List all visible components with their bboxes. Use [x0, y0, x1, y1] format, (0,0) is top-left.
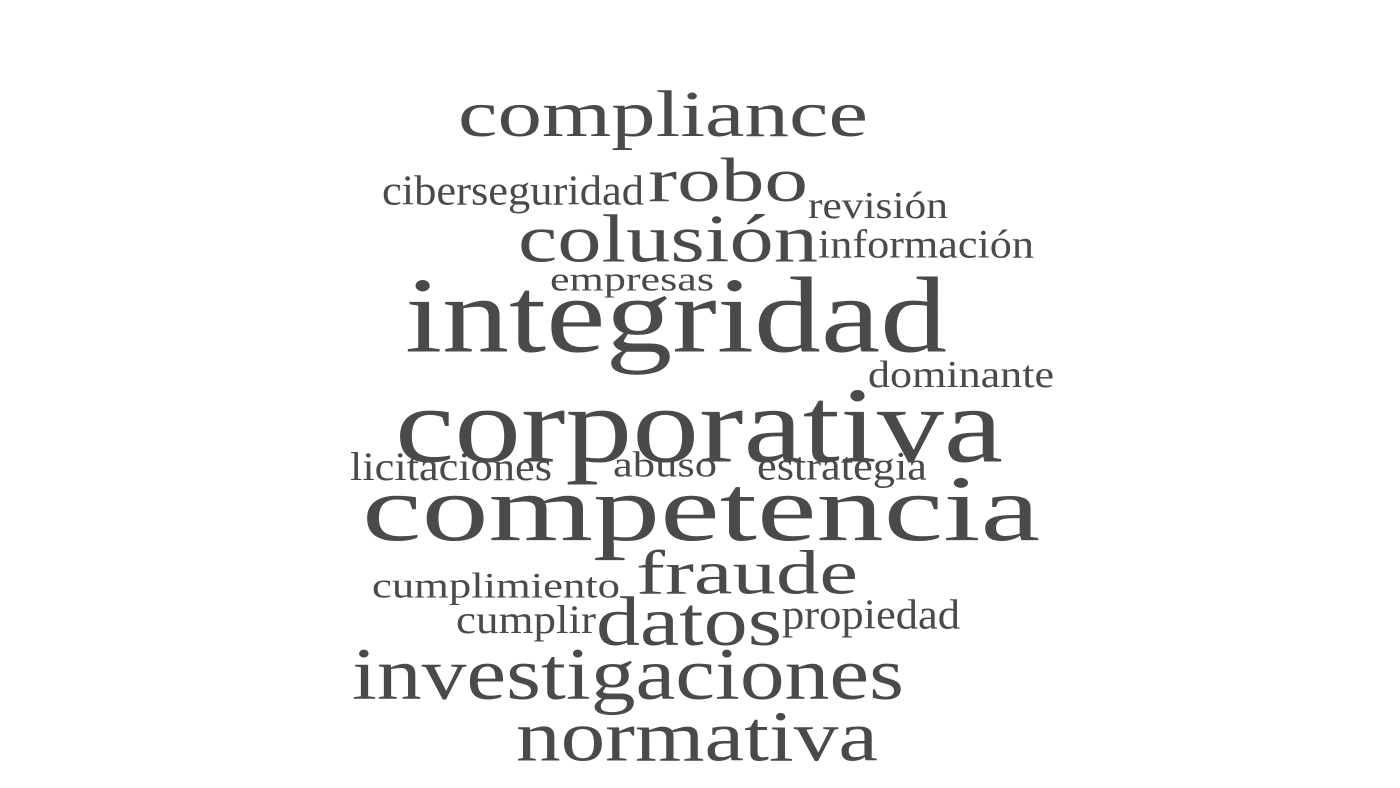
word-dominante: dominante: [868, 354, 1055, 396]
word-cumplir: cumplir: [456, 597, 596, 642]
word-compliance: compliance: [458, 78, 868, 152]
word-integridad: integridad: [405, 255, 947, 376]
word-informacion: información: [818, 222, 1034, 268]
word-corporativa: corporativa: [395, 365, 1004, 486]
word-fraude: fraude: [636, 538, 858, 608]
word-investigaciones: investigaciones: [352, 633, 904, 716]
word-colusion: colusión: [518, 200, 818, 277]
word-competencia: competencia: [362, 457, 1041, 561]
word-propiedad: propiedad: [782, 590, 960, 639]
word-robo: robo: [648, 146, 808, 216]
word-cumplimiento: cumplimiento: [372, 565, 621, 606]
word-estrategia: estrategia: [757, 444, 927, 490]
word-datos: datos: [596, 582, 783, 661]
word-empresas: empresas: [550, 260, 714, 298]
word-normativa: normativa: [516, 695, 878, 777]
word-revision: revisión: [808, 185, 948, 227]
word-ciberseguridad: ciberseguridad: [382, 166, 644, 215]
word-abuso: abuso: [613, 445, 718, 485]
word-licitaciones: licitaciones: [350, 444, 552, 489]
